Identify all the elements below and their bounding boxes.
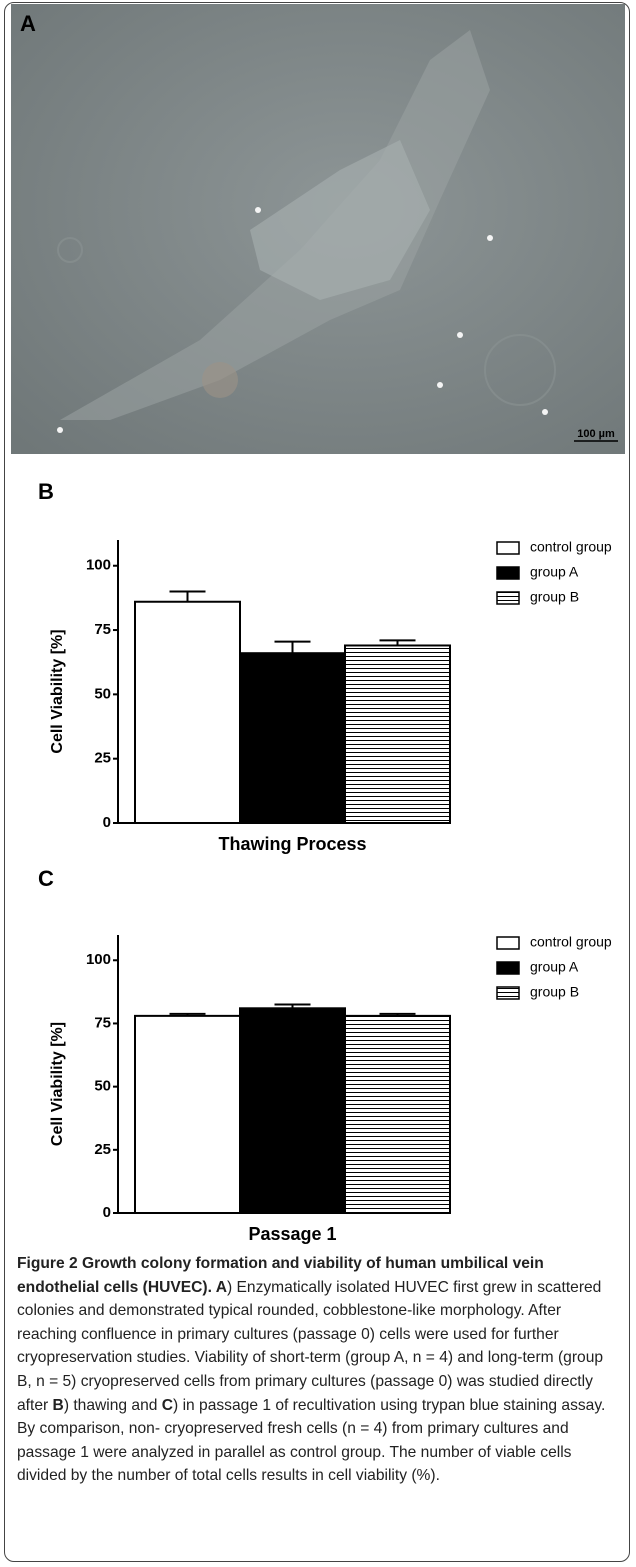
x-axis-label: Passage 1 [248,1224,336,1244]
caption-text: ) Enzymatically isolated HUVEC first gre… [17,1278,604,1414]
x-axis-label: Thawing Process [218,834,366,854]
panel-label: A [20,11,36,36]
caption-text: ) in passage 1 of recultivation using tr… [17,1396,606,1485]
y-tick-label: 25 [94,750,111,767]
y-tick-label: 75 [94,1014,111,1031]
y-axis-label: Cell Viability [%] [49,629,66,753]
legend-swatch [496,541,520,555]
panel-label: B [38,479,54,504]
legend-label: group A [530,959,579,975]
bar [239,1007,346,1214]
legend-swatch [496,961,520,975]
y-tick-label: 100 [86,557,111,574]
figure-frame [4,2,630,1562]
caption-ref: C [161,1396,174,1414]
legend-label: group B [530,984,579,1000]
micrograph: A 100 µm [11,4,625,454]
legend-swatch [496,591,520,605]
legend-label: group A [530,564,579,580]
panel-label: C [38,866,54,891]
bar [134,600,241,825]
caption-ref: B [52,1396,64,1414]
bar [239,652,346,825]
bar [134,1014,241,1215]
y-tick-label: 0 [103,1204,111,1221]
caption-title: Figure 2 Growth colony formation and via… [17,1255,544,1296]
figure: A 100 µm B 0 25 50 75 100 Cell Viability [%] co… [11,4,625,1244]
bar [344,1014,451,1215]
y-axis-label: Cell Viability [%] [49,1022,66,1146]
legend-label: control group [530,539,612,555]
y-tick-label: 0 [103,814,111,831]
caption: Figure 2 Growth colony formation and via… [17,1252,622,1488]
caption-ref: A [215,1278,227,1296]
legend-label: control group [530,934,612,950]
legend-swatch [496,566,520,580]
y-tick-label: 50 [94,1078,111,1095]
legend-label: group B [530,589,579,605]
y-tick-label: 50 [94,685,111,702]
caption-text: ) thawing and [63,1396,162,1414]
scale-bar-label: 100 µm [577,428,615,440]
y-tick-label: 100 [86,951,111,968]
legend-swatch [496,986,520,1000]
legend-swatch [496,936,520,950]
bar [344,644,451,824]
y-tick-label: 75 [94,621,111,638]
y-tick-label: 25 [94,1141,111,1158]
